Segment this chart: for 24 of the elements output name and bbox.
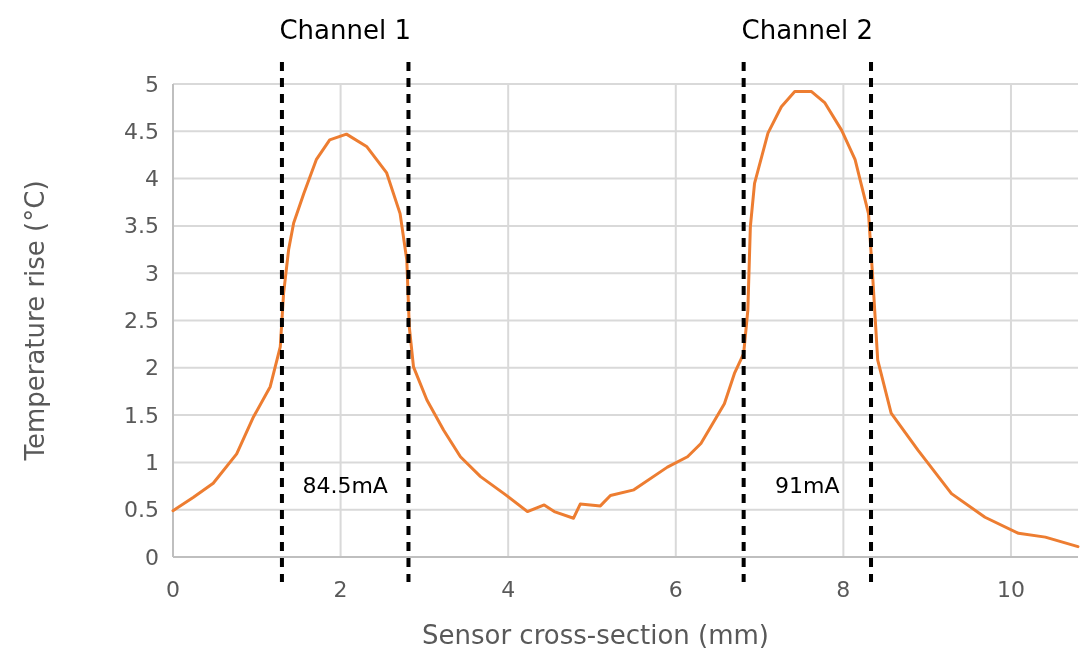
x-tick-label: 10: [996, 577, 1025, 602]
y-axis-title: Temperature rise (°C): [20, 180, 50, 462]
line-series: [171, 90, 1080, 549]
annotation: 84.5mA: [302, 472, 388, 498]
x-tick-label: 0: [166, 577, 180, 602]
y-tick-label: 5: [145, 71, 159, 97]
y-tick-label: 4.5: [124, 118, 159, 144]
y-tick-label: 4: [145, 166, 159, 192]
x-tick-label: 4: [501, 577, 516, 602]
y-tick-label: 2.5: [124, 308, 159, 333]
y-tick-label: 1.5: [124, 402, 159, 428]
annotation: 91mA: [775, 472, 840, 498]
x-tick-label: 6: [668, 577, 683, 602]
x-tick-label: 2: [333, 577, 348, 602]
y-tick-label: 0: [145, 544, 159, 570]
text: Channel 1: [279, 15, 411, 45]
y-tick-label: 0.5: [124, 497, 159, 523]
y-tick-label: 1: [145, 449, 159, 475]
y-tick-label: 2: [145, 355, 159, 381]
x-axis-title: Sensor cross-section (mm): [421, 620, 770, 650]
y-tick-label: 3: [145, 260, 159, 286]
text: Channel 2: [741, 15, 874, 45]
x-tick-label: 8: [836, 577, 851, 602]
y-tick-label: 3.5: [124, 213, 159, 239]
